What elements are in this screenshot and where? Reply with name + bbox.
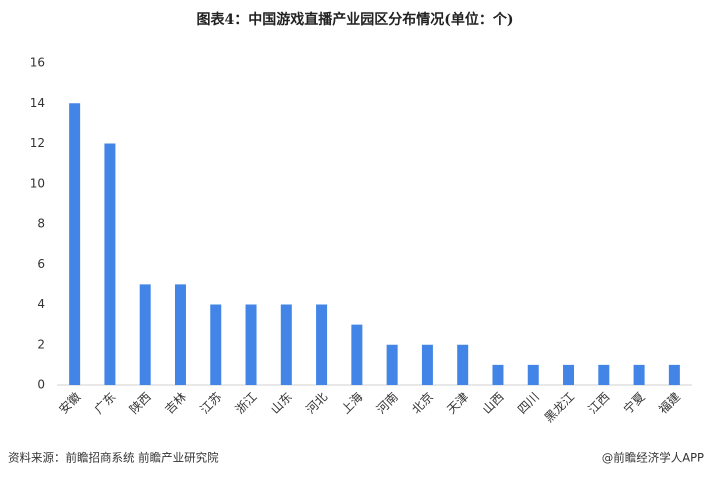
- bar: [492, 364, 504, 385]
- y-tick-label: 10: [30, 176, 45, 190]
- x-tick-label: 黑龙江: [542, 390, 577, 425]
- bar: [457, 344, 469, 385]
- x-tick-label: 江西: [586, 390, 613, 417]
- x-tick-label: 四川: [515, 390, 542, 417]
- x-tick-label: 山西: [480, 390, 507, 417]
- bar: [316, 304, 328, 385]
- x-tick-label: 福建: [655, 389, 683, 417]
- x-tick-label: 陕西: [126, 389, 154, 417]
- bar: [210, 304, 222, 385]
- y-tick-label: 0: [37, 378, 45, 392]
- x-tick-label: 河南: [373, 389, 401, 417]
- y-tick-label: 2: [37, 337, 45, 351]
- bar: [421, 344, 433, 385]
- bar: [104, 143, 116, 385]
- x-tick-label: 广东: [92, 390, 119, 417]
- x-tick-label: 吉林: [162, 390, 189, 417]
- bar: [668, 364, 680, 385]
- y-tick-label: 16: [30, 56, 45, 70]
- source-note: 资料来源：前瞻招商系统 前瞻产业研究院: [8, 451, 219, 465]
- bar: [174, 284, 186, 385]
- y-tick-label: 4: [37, 297, 45, 311]
- y-tick-label: 6: [37, 257, 45, 271]
- y-tick-label: 12: [30, 136, 45, 150]
- bar: [245, 304, 257, 385]
- x-tick-label: 浙江: [233, 390, 260, 417]
- y-tick-label: 14: [30, 96, 45, 110]
- y-tick-label: 8: [37, 217, 45, 231]
- bar: [139, 284, 151, 385]
- chart-title: 图表4：中国游戏直播产业园区分布情况(单位：个): [197, 11, 514, 28]
- x-tick-label: 上海: [338, 389, 366, 417]
- x-tick-label: 江苏: [197, 390, 224, 417]
- bar: [598, 364, 610, 385]
- bar: [351, 324, 363, 385]
- bar: [69, 103, 81, 385]
- x-tick-label: 山东: [268, 390, 295, 417]
- bar: [527, 364, 539, 385]
- x-tick-label: 安徽: [56, 389, 84, 417]
- bar: [386, 344, 398, 385]
- x-tick-label: 宁夏: [620, 389, 648, 417]
- bar: [633, 364, 645, 385]
- bar: [280, 304, 292, 385]
- x-tick-label: 北京: [409, 390, 436, 417]
- bar: [563, 364, 575, 385]
- x-tick-label: 天津: [444, 390, 471, 417]
- credit: @前瞻经济学人APP: [602, 451, 704, 465]
- x-tick-label: 河北: [303, 390, 330, 417]
